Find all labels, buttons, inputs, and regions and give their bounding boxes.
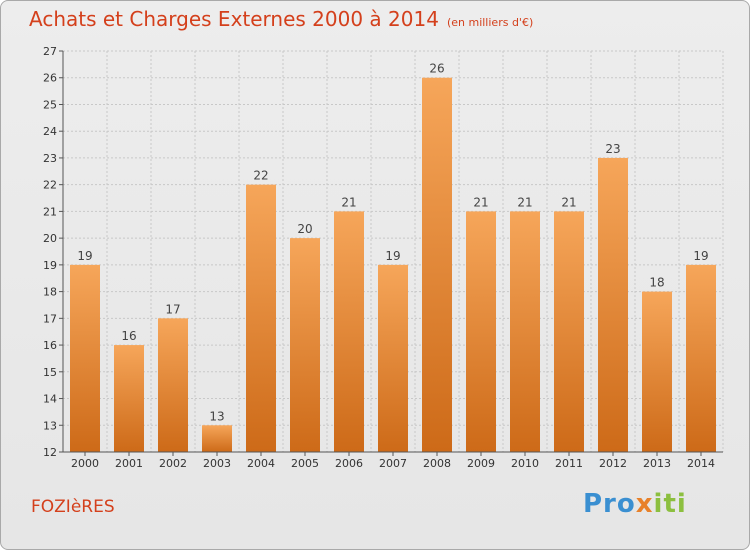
chart-subtitle: (en milliers d'€): [446, 16, 534, 29]
xtick-label: 2010: [511, 457, 539, 470]
chart-title: Achats et Charges Externes 2000 à 2014 (e…: [29, 7, 533, 31]
xtick-label: 2004: [247, 457, 275, 470]
ytick-label: 24: [43, 125, 57, 138]
bar-2011: [554, 211, 584, 452]
xtick-label: 2005: [291, 457, 319, 470]
xtick-label: 2006: [335, 457, 363, 470]
chart-title-text: Achats et Charges Externes 2000 à 2014: [29, 7, 439, 31]
ytick-label: 18: [43, 286, 57, 299]
bar-2008: [422, 77, 452, 452]
xtick-label: 2001: [115, 457, 143, 470]
data-label: 13: [209, 409, 224, 423]
ytick-label: 17: [43, 312, 57, 325]
ytick-label: 26: [43, 72, 57, 85]
xtick-label: 2007: [379, 457, 407, 470]
ytick-label: 14: [43, 393, 57, 406]
data-label: 19: [693, 249, 708, 263]
bar-2007: [378, 264, 408, 452]
bar-2005: [290, 238, 320, 452]
logo-part-1: Pro: [583, 489, 636, 519]
bar-2009: [466, 211, 496, 452]
data-label: 22: [253, 169, 268, 183]
data-label: 21: [473, 195, 488, 209]
data-label: 21: [517, 195, 532, 209]
data-label: 19: [77, 249, 92, 263]
bar-2004: [246, 184, 276, 452]
xtick-label: 2013: [643, 457, 671, 470]
ytick-label: 20: [43, 232, 57, 245]
ytick-label: 22: [43, 179, 57, 192]
bars-group: [70, 77, 716, 452]
bar-2010: [510, 211, 540, 452]
ytick-label: 27: [43, 45, 57, 58]
proxiti-logo: Proxiti: [583, 489, 687, 519]
xtick-label: 2009: [467, 457, 495, 470]
data-label: 23: [605, 142, 620, 156]
xtick-label: 2012: [599, 457, 627, 470]
bar-2013: [642, 291, 672, 452]
bar-2014: [686, 264, 716, 452]
data-label: 21: [341, 195, 356, 209]
xtick-label: 2014: [687, 457, 715, 470]
ytick-label: 12: [43, 446, 57, 459]
xtick-label: 2011: [555, 457, 583, 470]
ytick-label: 15: [43, 366, 57, 379]
xtick-label: 2002: [159, 457, 187, 470]
axes: [59, 50, 723, 456]
logo-part-2: x: [635, 489, 654, 519]
ytick-label: 13: [43, 419, 57, 432]
bar-2003: [202, 425, 232, 452]
bar-2000: [70, 264, 100, 452]
commune-name: FOZIèRES: [31, 497, 115, 517]
ytick-label: 25: [43, 98, 57, 111]
bar-2001: [114, 345, 144, 452]
labels-group: 12 13 14 15 16 17 18 19 20 21 22 23 24 25 26 27 19 2000 16…: [43, 45, 715, 470]
xtick-label: 2008: [423, 457, 451, 470]
logo-part-3: iti: [653, 489, 687, 519]
bar-2012: [598, 157, 628, 452]
data-label: 20: [297, 222, 312, 236]
data-label: 17: [165, 302, 180, 316]
ytick-label: 21: [43, 205, 57, 218]
data-label: 18: [649, 276, 664, 290]
data-label: 26: [429, 62, 444, 76]
data-label: 16: [121, 329, 136, 343]
ytick-label: 19: [43, 259, 57, 272]
data-label: 19: [385, 249, 400, 263]
xtick-label: 2000: [71, 457, 99, 470]
data-label: 21: [561, 195, 576, 209]
xtick-label: 2003: [203, 457, 231, 470]
bar-2006: [334, 211, 364, 452]
ytick-label: 16: [43, 339, 57, 352]
ytick-label: 23: [43, 152, 57, 165]
bar-2002: [158, 318, 188, 452]
